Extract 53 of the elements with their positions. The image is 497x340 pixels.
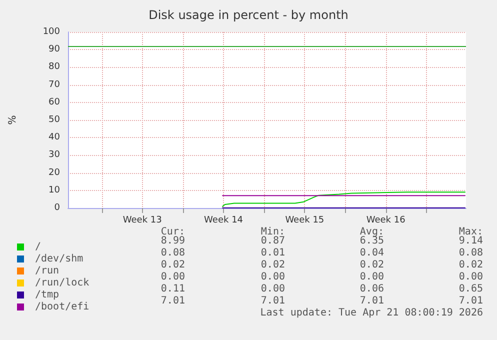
y-tick-label: 70 [48,80,60,90]
legend-label: / [35,242,42,252]
text: 0.11 [160,284,185,294]
text: 0.00 [160,272,185,282]
legend-label: /tmp [35,290,60,300]
y-tick-label: 0 [54,203,60,213]
text: 0.87 [260,236,285,246]
text: 0.08 [458,248,483,258]
y-tick-label: 20 [48,168,60,178]
text: 6.35 [360,236,384,246]
text: 7.01 [458,296,483,306]
text: 0.00 [360,272,384,282]
text: 0.06 [360,284,384,294]
text: 0.00 [260,284,285,294]
x-tick-label: Week 15 [285,216,324,226]
text: 0.02 [458,260,483,270]
text: Avg: [360,226,384,238]
text: 0.02 [160,260,185,270]
text: 0.08 [160,248,185,258]
x-tick-label: Week 14 [204,216,244,226]
y-tick-label: 60 [48,97,60,108]
text: Max: [458,226,483,238]
y-axis-title: % [8,115,18,125]
text: Min: [260,226,285,238]
text: 0.02 [360,260,384,270]
y-tick-label: 30 [48,150,60,160]
text: 0.00 [458,272,483,282]
text: 0.04 [360,248,384,258]
line-series [222,192,466,207]
text: 8.99 [160,236,185,246]
text: Cur: [160,226,185,238]
text: 0.65 [458,284,483,294]
legend-label: /dev/shm [35,254,84,264]
y-tick-label: 50 [48,115,60,125]
x-tick-label: Week 13 [122,216,162,226]
text: 7.01 [360,296,384,306]
y-tick-label: 100 [42,27,60,37]
chart-title: Disk usage in percent - by month [148,8,348,22]
text: 7.01 [160,296,185,306]
text: 0.01 [260,248,285,258]
text: Last update: Tue Apr 21 08:00:19 2026 [260,308,483,318]
y-tick-label: 80 [48,62,60,72]
legend-label: /boot/efi [35,302,90,312]
y-tick-label: 10 [48,185,60,196]
legend-label: /run/lock [35,278,90,288]
legend-label: /run [35,266,60,276]
y-tick-label: 40 [48,132,60,143]
x-tick-label: Week 16 [366,216,406,226]
text: 0.02 [260,260,285,270]
text: 0.00 [260,272,285,282]
text: 9.14 [458,236,483,246]
text: 7.01 [260,296,285,306]
y-tick-label: 90 [48,44,60,55]
